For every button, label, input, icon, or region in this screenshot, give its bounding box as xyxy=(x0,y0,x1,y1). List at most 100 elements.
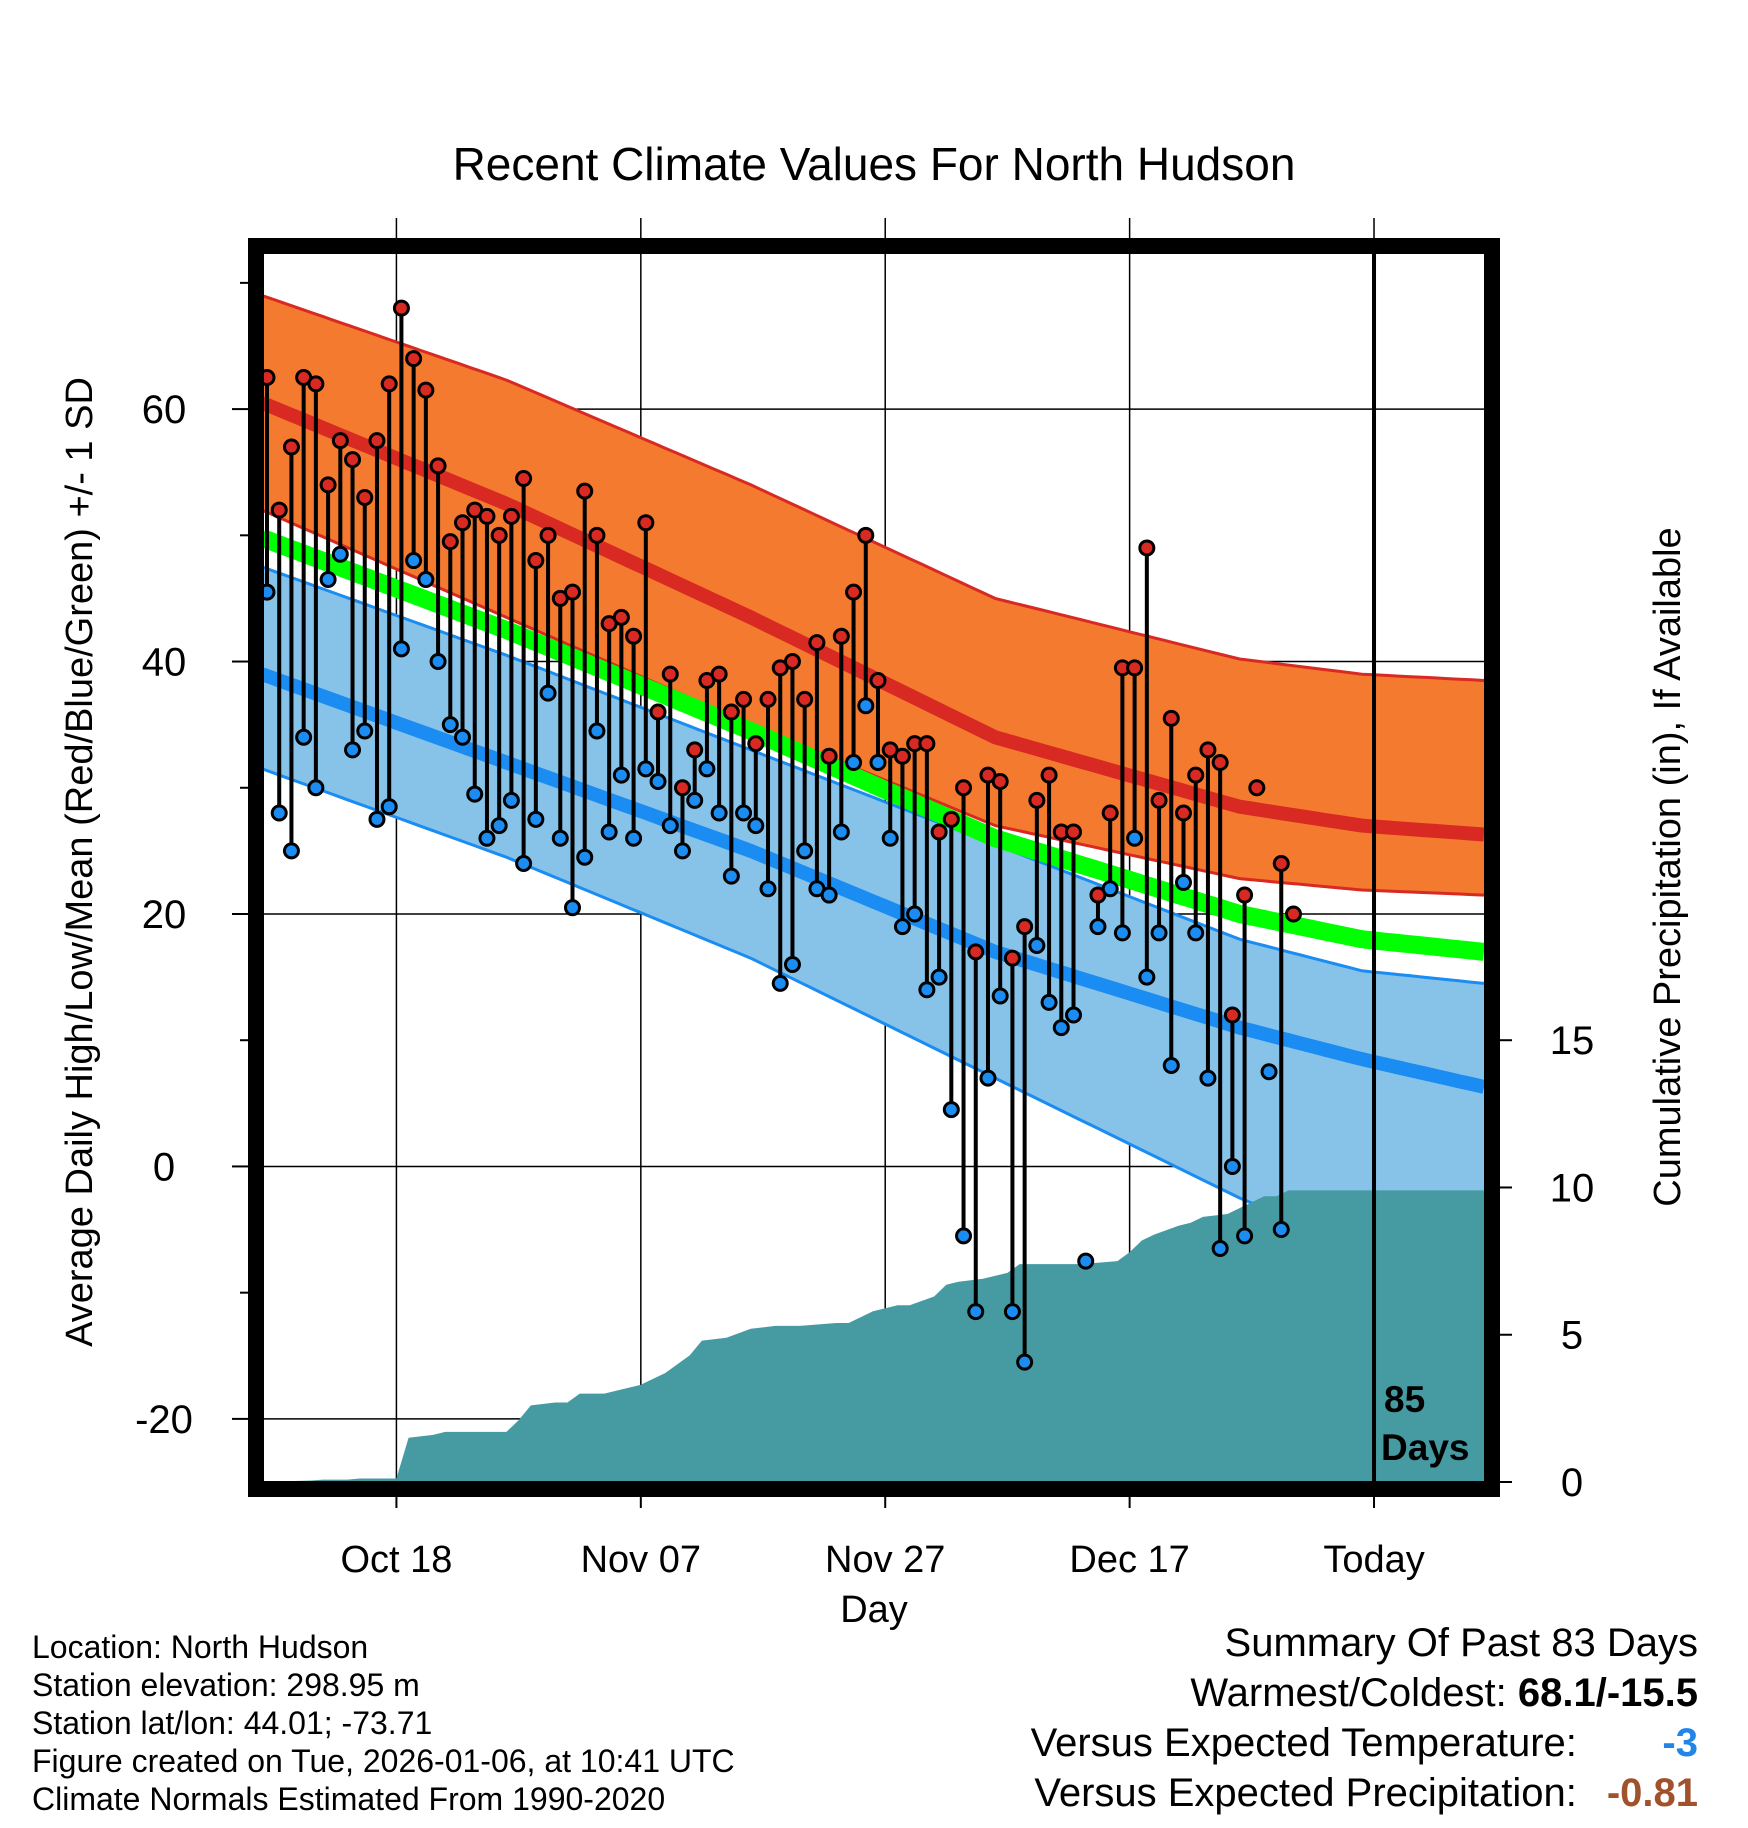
obs-high-dot xyxy=(588,526,606,544)
obs-low-dot xyxy=(710,804,728,822)
obs-high-dot xyxy=(1003,949,1021,967)
obs-high-dot xyxy=(576,482,594,500)
daily-observations xyxy=(258,299,1302,1371)
obs-low-dot xyxy=(368,810,386,828)
obs-high-dot xyxy=(356,488,374,506)
obs-low-dot xyxy=(1077,1252,1095,1270)
obs-high-dot xyxy=(1162,709,1180,727)
y-axis-label: Average Daily High/Low/Mean (Red/Blue/Gr… xyxy=(59,377,101,1347)
obs-high-dot xyxy=(747,735,765,753)
obs-high-dot xyxy=(661,665,679,683)
obs-high-dot xyxy=(686,741,704,759)
obs-low-dot xyxy=(1150,924,1168,942)
obs-low-dot xyxy=(881,829,899,847)
precip-area xyxy=(262,1190,1484,1482)
obs-low-dot xyxy=(1065,1006,1083,1024)
x-tick-label: Dec 17 xyxy=(1069,1539,1189,1581)
obs-low-dot xyxy=(1028,937,1046,955)
obs-high-dot xyxy=(942,810,960,828)
obs-high-dot xyxy=(1272,855,1290,872)
obs-low-dot xyxy=(893,918,911,936)
obs-low-dot xyxy=(869,754,887,772)
obs-low-dot xyxy=(454,728,472,746)
obs-high-dot xyxy=(368,432,386,450)
obs-high-dot xyxy=(869,671,887,689)
precipitation-area xyxy=(262,1190,1484,1482)
obs-low-dot xyxy=(1126,829,1144,847)
obs-high-dot xyxy=(1187,766,1205,784)
obs-low-dot xyxy=(673,842,691,860)
obs-high-dot xyxy=(1175,804,1192,822)
obs-low-dot xyxy=(1101,880,1119,898)
chart-title: Recent Climate Values For North Hudson xyxy=(453,138,1296,190)
obs-low-dot xyxy=(686,791,704,809)
high-sd-band xyxy=(262,295,1484,896)
warm-cold-label: Warmest/Coldest: xyxy=(1190,1671,1507,1715)
obs-high-dot xyxy=(625,627,643,645)
obs-low-dot xyxy=(918,981,936,999)
y-tick-label: -20 xyxy=(135,1398,193,1442)
obs-high-dot xyxy=(1284,905,1302,923)
x-axis-label: Day xyxy=(840,1589,908,1631)
created-text: Figure created on Tue, 2026-01-06, at 10… xyxy=(32,1743,735,1779)
y2-tick-label: 15 xyxy=(1550,1019,1595,1063)
precip-value: -0.81 xyxy=(1606,1771,1698,1815)
obs-high-dot xyxy=(564,583,581,601)
obs-low-dot xyxy=(698,760,716,778)
y-tick-label: 40 xyxy=(142,641,187,685)
obs-low-dot xyxy=(1211,1239,1229,1257)
y2-tick-label: 10 xyxy=(1550,1166,1595,1210)
obs-low-dot xyxy=(1016,1353,1034,1371)
obs-high-dot xyxy=(282,438,300,456)
obs-low-dot xyxy=(344,741,362,759)
obs-low-dot xyxy=(1052,1019,1070,1037)
obs-high-dot xyxy=(930,823,948,841)
obs-high-dot xyxy=(1126,659,1144,677)
obs-high-dot xyxy=(331,432,349,450)
y2-tick-label: 5 xyxy=(1561,1314,1583,1358)
obs-high-dot xyxy=(1150,791,1168,809)
obs-high-dot xyxy=(1211,754,1229,772)
precip-label: Versus Expected Precipitation: xyxy=(1034,1771,1577,1815)
obs-low-dot xyxy=(649,772,667,790)
y-tick-label: 60 xyxy=(142,388,187,432)
obs-high-dot xyxy=(319,476,337,494)
obs-low-dot xyxy=(319,570,337,588)
obs-high-dot xyxy=(527,552,545,570)
obs-low-dot xyxy=(1236,1227,1254,1245)
obs-high-dot xyxy=(673,779,691,797)
obs-low-dot xyxy=(722,867,740,885)
obs-low-dot xyxy=(551,829,569,847)
obs-high-dot xyxy=(1199,741,1217,759)
obs-high-dot xyxy=(307,375,325,393)
obs-high-dot xyxy=(392,299,410,317)
obs-low-dot xyxy=(820,886,838,904)
obs-high-dot xyxy=(1101,804,1119,822)
obs-high-dot xyxy=(857,526,875,544)
summary-box: Summary Of Past 83 Days Warmest/Coldest:… xyxy=(1031,1618,1698,1818)
obs-low-dot xyxy=(490,817,508,835)
today-label-days: Days xyxy=(1381,1427,1469,1468)
obs-high-dot xyxy=(832,627,850,645)
obs-low-dot xyxy=(1162,1056,1180,1074)
obs-high-dot xyxy=(820,747,838,765)
obs-low-dot xyxy=(295,728,313,746)
obs-low-dot xyxy=(466,785,484,803)
obs-high-dot xyxy=(441,533,459,551)
obs-high-dot xyxy=(783,653,801,671)
obs-low-dot xyxy=(380,798,398,816)
obs-low-dot xyxy=(906,905,924,923)
precip-row: Versus Expected Precipitation: -0.81 xyxy=(1031,1768,1698,1818)
latlon-text: Station lat/lon: 44.01; -73.71 xyxy=(32,1705,433,1741)
obs-low-dot xyxy=(282,842,300,860)
obs-low-dot xyxy=(979,1069,997,1087)
obs-high-dot xyxy=(1223,1006,1241,1024)
obs-low-dot xyxy=(270,804,288,822)
obs-low-dot xyxy=(1003,1303,1021,1321)
obs-low-dot xyxy=(845,754,863,772)
obs-high-dot xyxy=(796,690,814,708)
obs-low-dot xyxy=(441,716,459,734)
obs-high-dot xyxy=(1236,886,1254,904)
y-tick-label: 20 xyxy=(142,893,187,937)
x-tick-label: Nov 07 xyxy=(581,1539,701,1581)
